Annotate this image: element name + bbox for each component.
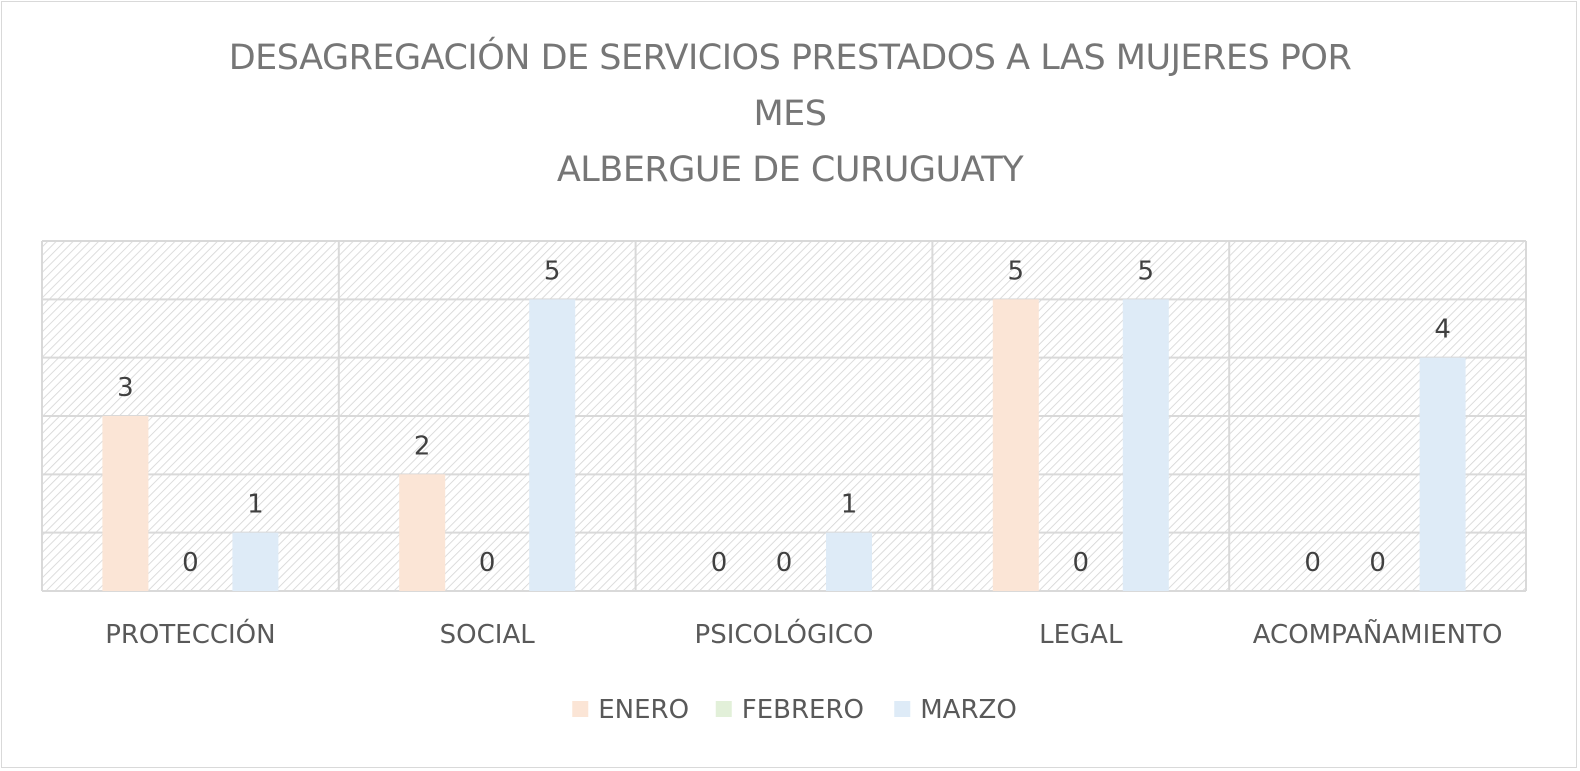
legend-swatch-marzo [894,701,911,717]
legend-label-enero: ENERO [598,695,689,725]
legend-swatch-enero [572,701,589,717]
chart-title-line-1: DESAGREGACIÓN DE SERVICIOS PRESTADOS A L… [228,38,1352,78]
chart-title: DESAGREGACIÓN DE SERVICIOS PRESTADOS A L… [0,30,1580,198]
data-label-febrero-acompanamiento: 0 [1369,548,1386,578]
bar-marzo-acompanamiento [1419,357,1466,591]
bar-enero-proteccion [102,416,149,591]
bar-marzo-psicologico [826,532,872,591]
bar-marzo-legal [1122,299,1169,591]
chart-title-line-3: ALBERGUE DE CURUGUATY [556,150,1024,190]
chart-title-line-2: MES [753,94,827,134]
data-label-marzo-social: 5 [544,256,561,286]
legend-label-febrero: FEBRERO [742,695,864,725]
bar-marzo-proteccion [232,532,279,591]
data-label-marzo-legal: 5 [1138,256,1155,286]
data-label-marzo-psicologico: 1 [841,490,858,520]
data-label-marzo-proteccion: 1 [247,490,264,520]
data-label-marzo-acompanamiento: 4 [1434,315,1451,345]
x-tick-label-acompanamiento: ACOMPAÑAMIENTO [1253,618,1503,650]
bar-enero-social [399,474,446,591]
legend-label-marzo: MARZO [920,695,1017,725]
x-tick-label-social: SOCIAL [440,620,536,650]
bar-enero-legal [992,299,1039,591]
data-label-enero-social: 2 [414,431,431,461]
data-label-enero-proteccion: 3 [117,373,134,403]
data-label-enero-psicologico: 0 [711,548,728,578]
data-label-enero-legal: 5 [1008,256,1025,286]
data-label-enero-acompanamiento: 0 [1304,548,1321,578]
x-tick-label-proteccion: PROTECCIÓN [105,618,275,650]
data-label-febrero-proteccion: 0 [182,548,199,578]
legend-swatch-febrero [715,701,732,717]
data-label-febrero-legal: 0 [1073,548,1090,578]
data-label-febrero-psicologico: 0 [776,548,793,578]
data-label-febrero-social: 0 [479,548,496,578]
x-tick-label-psicologico: PSICOLÓGICO [695,618,874,650]
bar-marzo-social [529,299,576,591]
x-tick-label-legal: LEGAL [1039,620,1123,650]
